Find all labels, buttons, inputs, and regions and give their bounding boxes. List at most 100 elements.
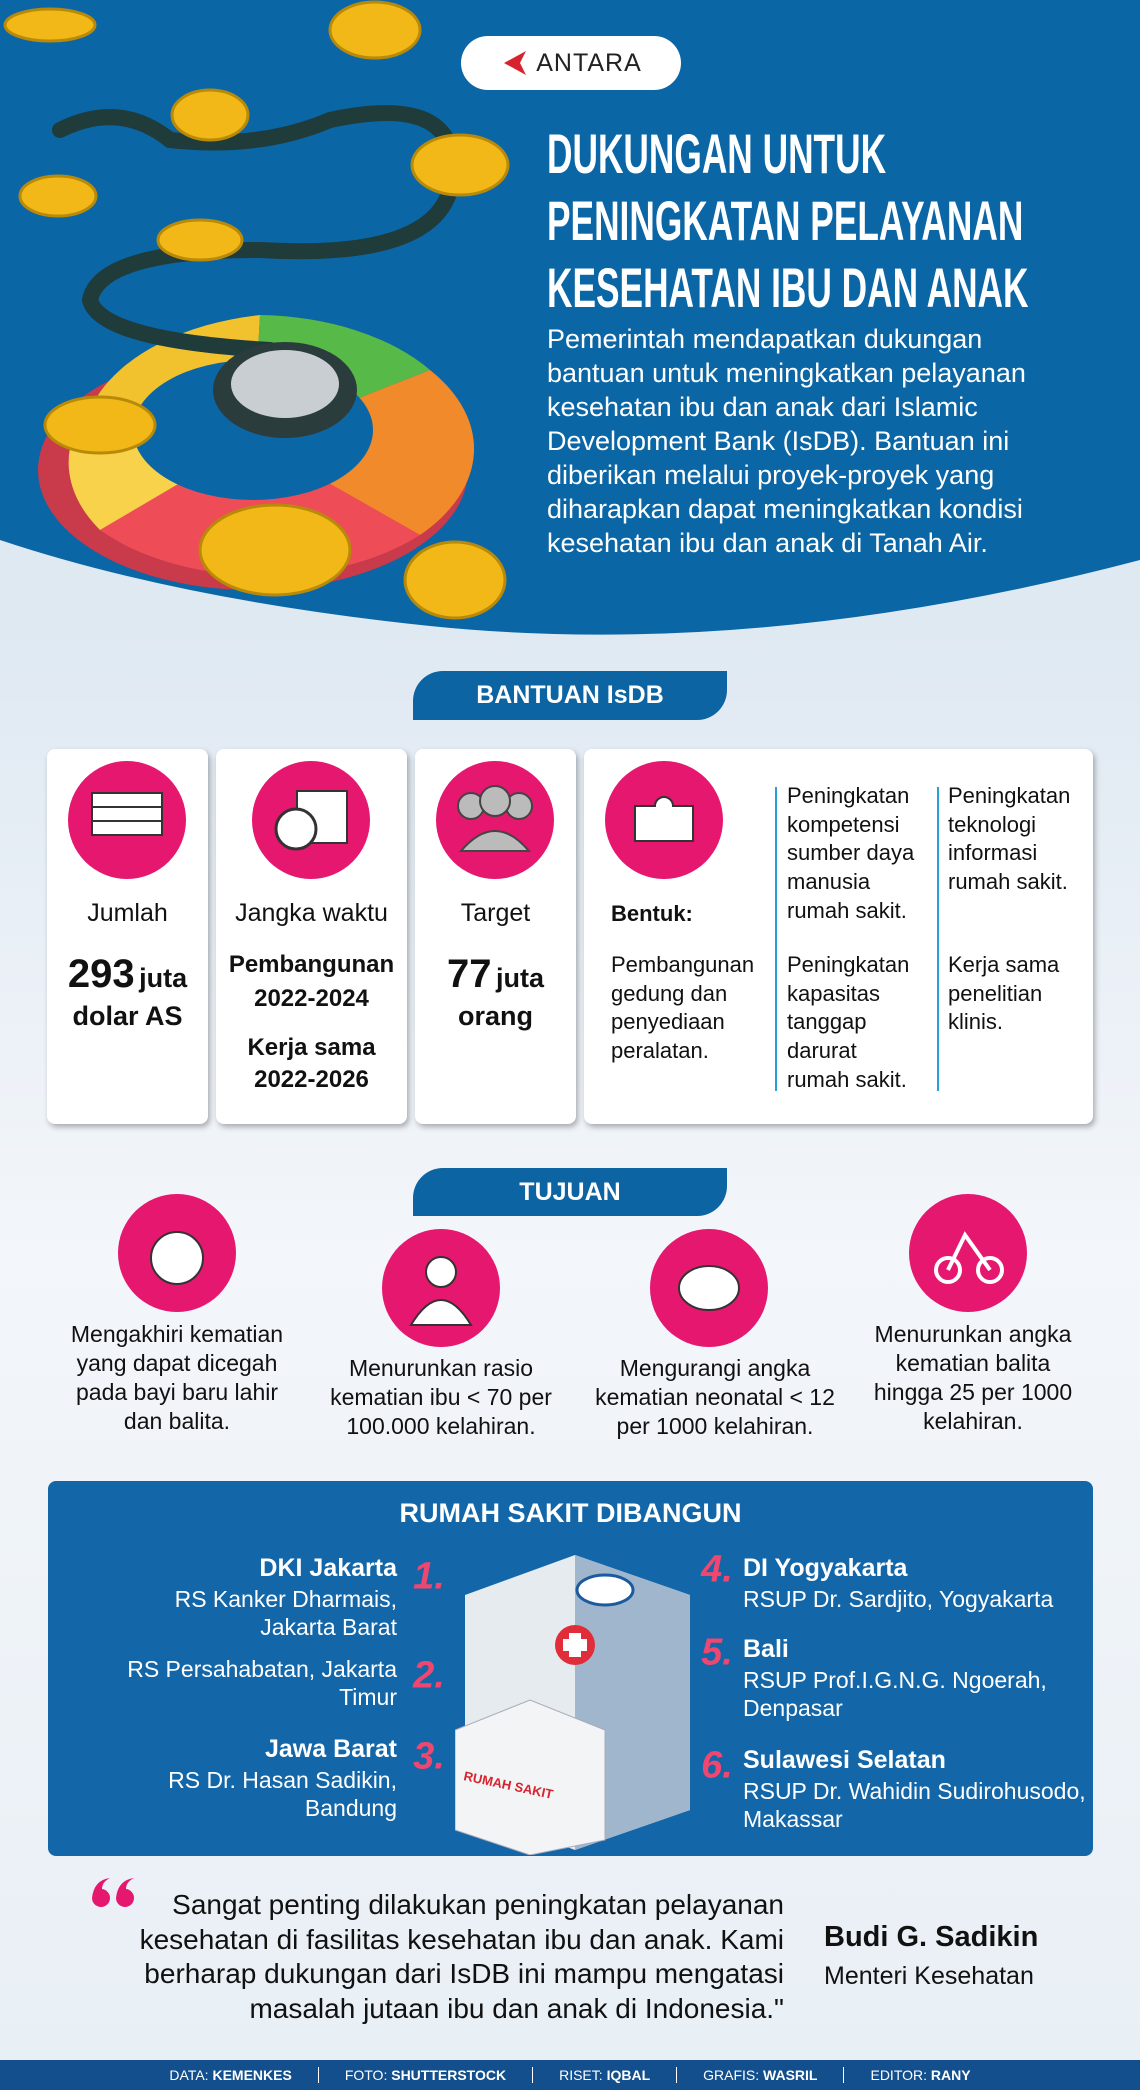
goal-text: Menurunkan angka kematian balita hingga …	[873, 1321, 1073, 1434]
title-line: DUKUNGAN UNTUK	[547, 122, 887, 185]
form-item: Pembangunan gedung dan penyediaan perala…	[611, 952, 755, 1064]
entry-hospital: RS Dr. Hasan Sadikin, Bandung	[168, 1767, 397, 1821]
label: Jumlah	[87, 899, 168, 927]
form-item: Kerja sama penelitian klinis.	[948, 952, 1060, 1035]
phase-name: Pembangunan	[228, 951, 395, 978]
shape	[934, 1256, 962, 1284]
coin	[18, 174, 98, 218]
card-duration: Jangka waktu Pembangunan 2022-2024 Kerja…	[216, 749, 407, 1124]
credit: RISET: IQBAL	[532, 2067, 676, 2083]
entry: RS Persahabatan, Jakarta Timur	[97, 1655, 397, 1711]
icon-glyph	[91, 792, 163, 836]
icon-baby	[150, 1231, 204, 1285]
logo: ANTARA	[461, 36, 681, 90]
credits: DATA: KEMENKES FOTO: SHUTTERSTOCK RISET: I…	[0, 2060, 1140, 2090]
section-heading: BANTUAN IsDB	[413, 671, 727, 720]
icon-newborn	[678, 1265, 740, 1311]
coin	[328, 0, 422, 60]
icon-tricycle	[934, 1231, 1004, 1284]
quote-line: masalah jutaan ibu dan anak di Indonesia…	[249, 1993, 784, 2025]
phase-period: 2022-2024	[254, 985, 369, 1012]
goal-text: Menurunkan rasio kematian ibu < 70 per 1…	[330, 1355, 552, 1439]
entry-region: DKI Jakarta	[259, 1554, 397, 1582]
title: DUKUNGAN UNTUK PENINGKATAN PELAYANAN KES…	[547, 120, 1029, 321]
coin	[403, 540, 507, 620]
logo-text: ANTARA	[536, 48, 642, 77]
phase-name: Kerja sama	[247, 1034, 376, 1061]
logo-mark	[504, 51, 527, 75]
entry-number: 6.	[701, 1744, 733, 1787]
shape	[946, 1231, 992, 1272]
entry-hospital: RSUP Dr. Wahidin Sudirohusodo, Makassar	[743, 1778, 1086, 1832]
credit: EDITOR: RANY	[843, 2067, 996, 2083]
title-line: PENINGKATAN PELAYANAN	[547, 189, 1024, 252]
number: 293	[67, 952, 135, 996]
subject: orang	[457, 1001, 533, 1031]
icon-money	[68, 761, 186, 879]
entry: DI Yogyakarta RSUP Dr. Sardjito, Yogyakar…	[743, 1551, 1088, 1613]
hospital-heading: RUMAH SAKIT DIBANGUN	[399, 1498, 742, 1528]
credit-value: IQBAL	[606, 2067, 651, 2083]
icon-circle	[909, 1194, 1027, 1312]
credit-label: FOTO:	[344, 2067, 388, 2083]
logo-shape	[504, 51, 527, 75]
shape	[274, 807, 318, 851]
title-line: KESEHATAN IBU DAN ANAK	[547, 256, 1029, 319]
entry-region: Bali	[743, 1635, 789, 1663]
entry-number: 2.	[413, 1654, 445, 1697]
quote-line: berharap dukungan dari IsDB ini mampu me…	[144, 1958, 784, 1990]
value: 293 juta	[47, 952, 208, 997]
header-art	[0, 0, 1140, 635]
coin	[3, 7, 97, 43]
shape	[91, 792, 163, 808]
quote-line: Sangat penting dilakukan peningkatan pel…	[172, 1889, 784, 1920]
section-heading: TUJUAN	[413, 1168, 727, 1216]
credit-value: WASRIL	[763, 2067, 818, 2083]
shape	[91, 820, 163, 836]
coin	[156, 218, 244, 262]
entry: Jawa Barat RS Dr. Hasan Sadikin, Bandung	[97, 1732, 397, 1822]
label: Bentuk:	[611, 901, 693, 926]
entry: Bali RSUP Prof.I.G.N.G. Ngoerah, Denpasar	[743, 1632, 1088, 1722]
credit-value: RANY	[930, 2067, 971, 2083]
coin	[170, 88, 250, 142]
quote-line: kesehatan di fasilitas kesehatan ibu dan…	[139, 1923, 784, 1955]
stethoscope-tube	[52, 105, 461, 358]
goal-text: Mengakhiri kematian yang dapat dicegah p…	[70, 1321, 284, 1434]
label: Jangka waktu	[235, 899, 388, 927]
icon-mother-head	[425, 1256, 457, 1288]
entry-number: 3.	[413, 1735, 445, 1778]
icon-circle	[436, 761, 554, 879]
entry-region: Sulawesi Selatan	[743, 1746, 946, 1774]
quote: Sangat penting dilakukan peningkatan pel…	[84, 1888, 784, 2027]
currency: dolar AS	[72, 1001, 183, 1031]
entry-number: 1.	[413, 1555, 445, 1598]
divider	[775, 787, 777, 1091]
number: 77	[447, 952, 492, 996]
entry: DKI Jakarta RS Kanker Dharmais, Jakarta B…	[97, 1551, 397, 1641]
credit-value: SHUTTERSTOCK	[391, 2067, 507, 2083]
icon-puzzle	[605, 761, 723, 879]
form-item: Peningkatan teknologi informasi rumah sa…	[948, 783, 1071, 895]
coin	[198, 503, 352, 597]
goal-icons	[118, 1194, 1027, 1347]
shape	[976, 1256, 1004, 1284]
unit: juta	[139, 963, 188, 993]
coin	[410, 133, 510, 197]
credit-label: RISET:	[559, 2067, 603, 2083]
credit-label: EDITOR:	[870, 2067, 928, 2083]
helipad	[575, 1573, 635, 1607]
goal-text: Mengurangi angka kematian neonatal < 12 …	[595, 1355, 835, 1439]
quote-glyph	[92, 1878, 134, 1907]
phase-period: 2022-2026	[254, 1066, 369, 1093]
entry-hospital: RS Persahabatan, Jakarta Timur	[127, 1656, 397, 1710]
form-item: Peningkatan kompetensi sumber daya manus…	[787, 783, 915, 923]
label: Target	[460, 899, 531, 927]
credit: GRAFIS: WASRIL	[676, 2067, 843, 2083]
coin	[43, 395, 157, 455]
shape	[634, 796, 694, 842]
form-item: Peningkatan kapasitas tanggap darurat ru…	[787, 952, 910, 1092]
stethoscope-disc	[231, 350, 339, 418]
credit-label: DATA:	[169, 2067, 209, 2083]
intro: Pemerintah mendapatkan dukungan bantuan …	[547, 324, 1026, 558]
